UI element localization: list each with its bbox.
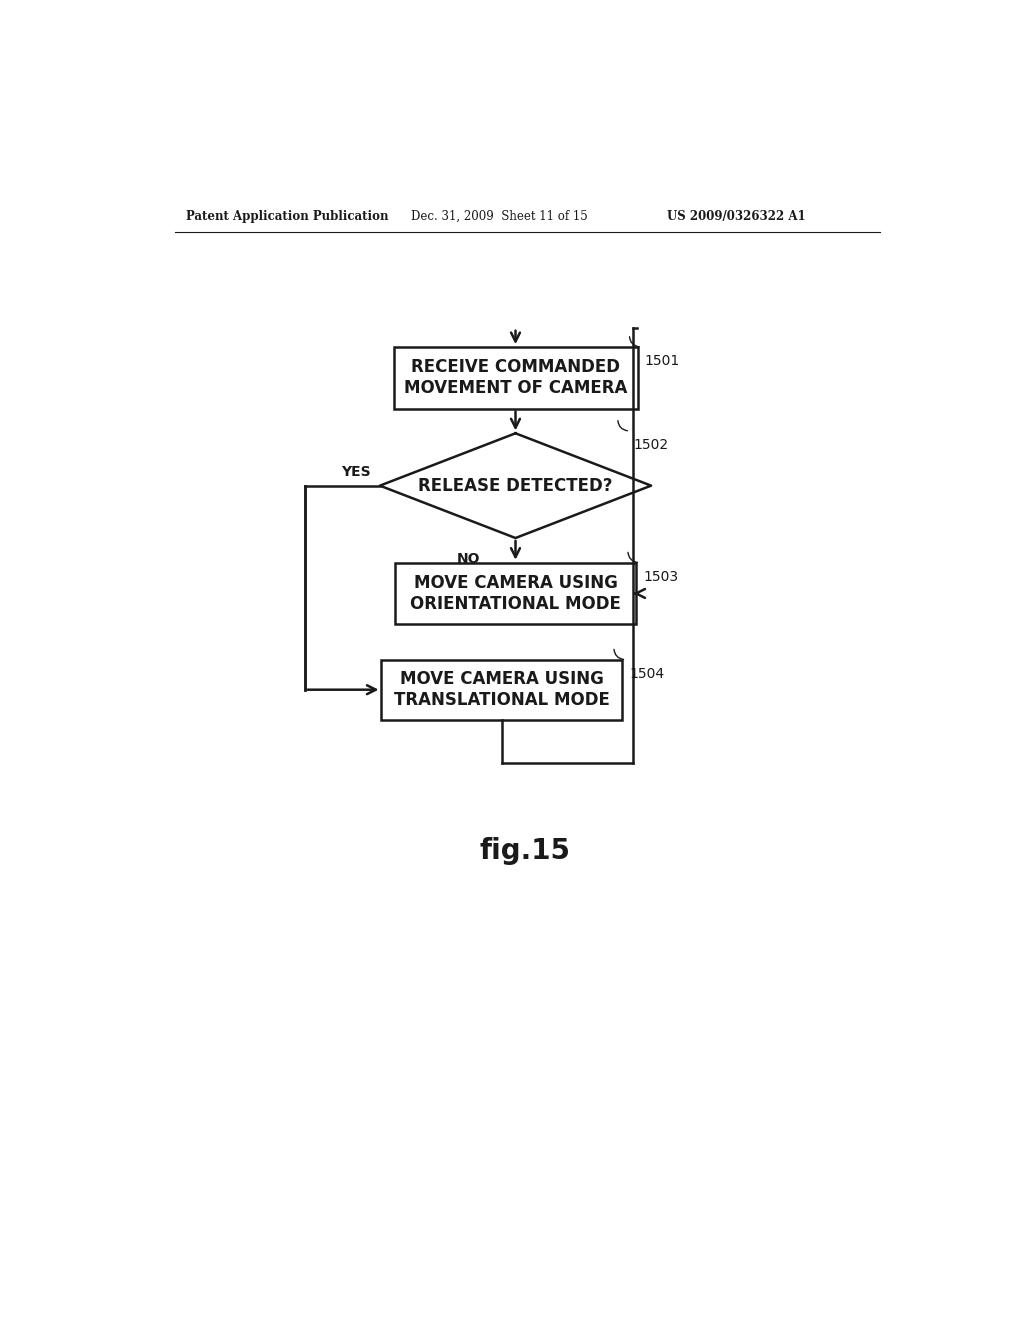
- Text: 1501: 1501: [645, 354, 680, 368]
- Text: fig.15: fig.15: [479, 837, 570, 866]
- Text: NO: NO: [457, 552, 480, 566]
- Text: 1503: 1503: [643, 570, 679, 583]
- Bar: [394, 347, 638, 409]
- Text: 1504: 1504: [630, 667, 665, 681]
- Text: MOVE CAMERA USING
ORIENTATIONAL MODE: MOVE CAMERA USING ORIENTATIONAL MODE: [410, 574, 621, 612]
- Text: Patent Application Publication: Patent Application Publication: [186, 210, 389, 223]
- Text: US 2009/0326322 A1: US 2009/0326322 A1: [667, 210, 805, 223]
- Text: MOVE CAMERA USING
TRANSLATIONAL MODE: MOVE CAMERA USING TRANSLATIONAL MODE: [393, 671, 609, 709]
- Text: RELEASE DETECTED?: RELEASE DETECTED?: [418, 477, 612, 495]
- Text: YES: YES: [341, 465, 371, 479]
- Bar: [381, 660, 622, 719]
- Text: 1502: 1502: [633, 438, 669, 451]
- Text: Dec. 31, 2009  Sheet 11 of 15: Dec. 31, 2009 Sheet 11 of 15: [411, 210, 588, 223]
- Bar: [395, 562, 636, 624]
- Text: RECEIVE COMMANDED
MOVEMENT OF CAMERA: RECEIVE COMMANDED MOVEMENT OF CAMERA: [403, 359, 627, 397]
